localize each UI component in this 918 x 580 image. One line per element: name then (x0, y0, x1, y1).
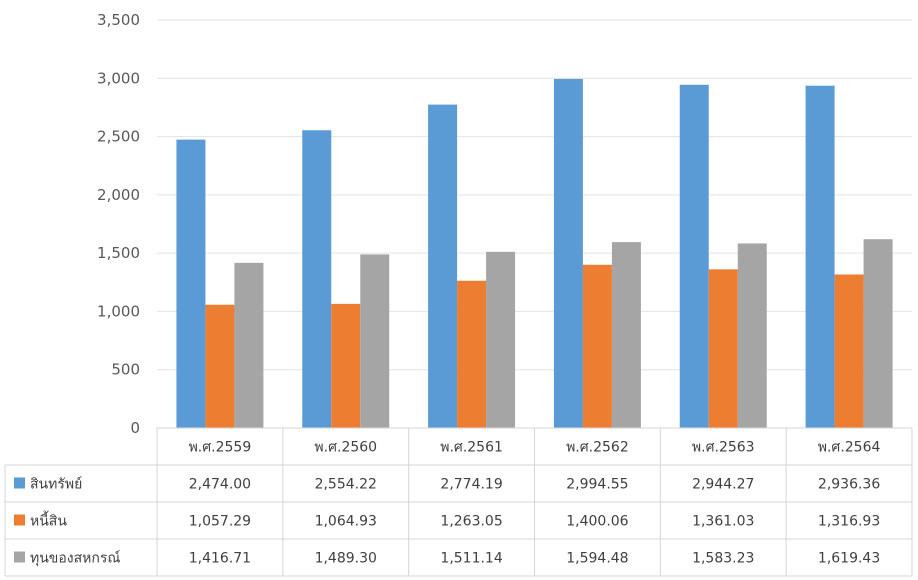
legend-swatch (14, 551, 25, 563)
series-name: หนี้สิน (30, 511, 67, 530)
x-category-label: พ.ศ.2559 (189, 440, 252, 456)
series-name: ทุนของสหกรณ์ (30, 550, 120, 567)
data-label: 1,316.93 (818, 514, 880, 530)
data-label: 2,774.19 (440, 477, 502, 493)
data-label: 1,263.05 (440, 514, 502, 530)
y-tick-label: 500 (111, 361, 140, 379)
bar-equity (737, 243, 767, 428)
data-label: 1,416.71 (189, 551, 251, 567)
x-category-label: พ.ศ.2561 (440, 440, 503, 456)
data-label: 1,064.93 (315, 514, 377, 530)
data-label: 1,594.48 (566, 551, 628, 567)
bar-liabilities (834, 274, 864, 428)
bar-assets (553, 78, 583, 429)
data-label: 1,619.43 (818, 551, 880, 567)
y-tick-label: 1,500 (97, 244, 140, 262)
bar-assets (428, 104, 458, 429)
data-label: 1,400.06 (566, 514, 628, 530)
bar-liabilities (457, 280, 487, 428)
data-table: พ.ศ.2559 พ.ศ.2560 พ.ศ.2561 พ.ศ.2562 พ.ศ.2563… (4, 427, 913, 577)
y-tick-label: 1,000 (97, 302, 140, 320)
x-category-label: พ.ศ.2563 (692, 440, 755, 456)
data-label: 1,489.30 (315, 551, 377, 567)
bar-liabilities (205, 304, 235, 428)
series-name: สินทรัพย์ (30, 476, 82, 493)
y-tick-label: 3,500 (97, 11, 140, 29)
data-label: 2,474.00 (189, 477, 251, 493)
bar-equity (486, 251, 516, 428)
y-axis-tick-labels: 0 500 1,000 1,500 2,000 2,500 3,000 3,500 (97, 11, 140, 437)
y-tick-label: 2,500 (97, 128, 140, 146)
gridlines (157, 19, 912, 371)
y-tick-label: 2,000 (97, 186, 140, 204)
bar-equity (360, 254, 390, 428)
bar-assets (679, 84, 709, 429)
data-label: 2,944.27 (692, 477, 754, 493)
data-label: 2,936.36 (818, 477, 880, 493)
bar-equity (611, 242, 641, 428)
bar-liabilities (708, 269, 738, 428)
bar-assets (302, 130, 332, 429)
y-tick-label: 0 (130, 419, 140, 437)
data-label: 1,583.23 (692, 551, 754, 567)
x-category-label: พ.ศ.2562 (566, 440, 629, 456)
data-label: 2,994.55 (566, 477, 628, 493)
bar-assets (176, 139, 206, 428)
y-tick-label: 3,000 (97, 69, 140, 87)
data-label: 2,554.22 (315, 477, 377, 493)
data-label: 1,361.03 (692, 514, 754, 530)
bar-liabilities (582, 264, 612, 428)
legend-swatch (14, 477, 25, 489)
x-category-label: พ.ศ.2560 (314, 440, 377, 456)
x-category-label: พ.ศ.2564 (818, 440, 881, 456)
data-label: 1,511.14 (440, 551, 502, 567)
bar-assets (805, 85, 835, 429)
data-label: 1,057.29 (189, 514, 251, 530)
legend-swatch (14, 514, 25, 526)
bar-equity (863, 239, 893, 428)
bar-equity (234, 262, 264, 428)
bars (176, 78, 893, 429)
bar-liabilities (331, 303, 361, 428)
